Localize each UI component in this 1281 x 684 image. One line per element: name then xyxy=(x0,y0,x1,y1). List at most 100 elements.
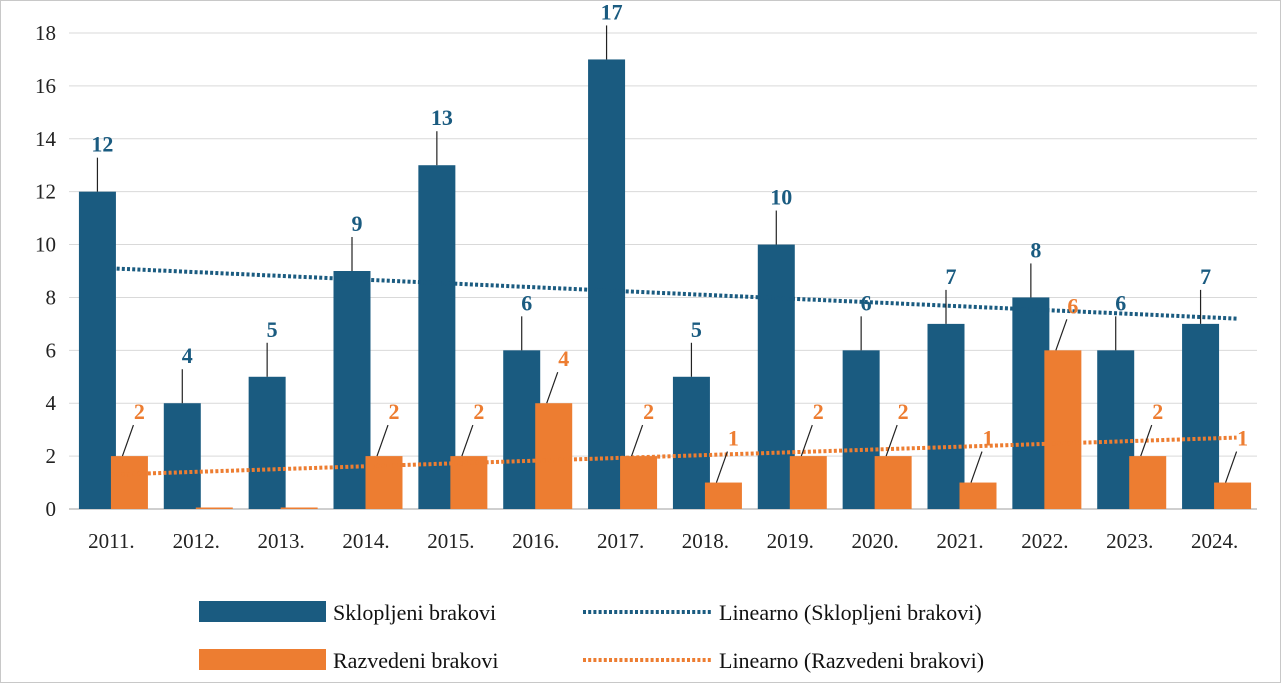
leader-line xyxy=(376,424,389,457)
bar-razvedeni xyxy=(874,456,912,509)
y-axis-ticks: 0 2 4 6 8 10 12 14 16 18 xyxy=(35,21,57,521)
bar-sklopljeni xyxy=(757,244,795,510)
legend-label: Linearno (Razvedeni brakovi) xyxy=(719,648,984,673)
x-axis-ticks: 2011. 2012. 2013. 2014. 2015. 2016. 2017. 2018.… xyxy=(88,529,1238,553)
legend-label: Linearno (Sklopljeni brakovi) xyxy=(719,600,982,625)
label-leaders xyxy=(96,25,1238,483)
data-label-razvedeni: 2 xyxy=(134,399,145,424)
legend-label: Razvedeni brakovi xyxy=(333,648,499,673)
leader-line xyxy=(1140,424,1153,457)
data-label-sklopljeni: 6 xyxy=(861,290,872,315)
trendline-sklopljeni xyxy=(111,266,1237,321)
bar-sklopljeni xyxy=(333,271,371,509)
data-label-sklopljeni: 6 xyxy=(521,290,532,315)
data-label-razvedeni: 2 xyxy=(898,399,909,424)
x-tick-label: 2022. xyxy=(1021,529,1068,553)
leader-line xyxy=(631,424,644,457)
bar-sklopljeni xyxy=(248,376,286,509)
bar-sklopljeni xyxy=(588,59,626,509)
x-tick-label: 2019. xyxy=(767,529,814,553)
data-label-razvedeni: 2 xyxy=(473,399,484,424)
legend-swatch-bar xyxy=(199,649,326,670)
data-label-razvedeni: 2 xyxy=(643,399,654,424)
data-label-razvedeni: 4 xyxy=(558,346,569,371)
x-tick-label: 2012. xyxy=(173,529,220,553)
x-tick-label: 2014. xyxy=(342,529,389,553)
data-label-razvedeni: 1 xyxy=(728,426,739,451)
bar-razvedeni xyxy=(789,456,827,509)
x-tick-label: 2017. xyxy=(597,529,644,553)
data-label-sklopljeni: 12 xyxy=(91,132,113,157)
x-tick-label: 2016. xyxy=(512,529,559,553)
x-tick-label: 2024. xyxy=(1191,529,1238,553)
trendlines xyxy=(111,266,1237,477)
leader-line xyxy=(1055,319,1068,351)
y-tick-label: 14 xyxy=(35,127,57,151)
bars xyxy=(78,59,1252,510)
data-label-sklopljeni: 13 xyxy=(431,105,453,130)
data-label-sklopljeni: 17 xyxy=(601,1,623,24)
x-tick-label: 2021. xyxy=(936,529,983,553)
data-label-razvedeni: 2 xyxy=(813,399,824,424)
y-tick-label: 16 xyxy=(35,74,56,98)
bar-sklopljeni xyxy=(672,376,710,509)
bar-sklopljeni xyxy=(1182,323,1220,509)
data-label-sklopljeni: 4 xyxy=(182,343,193,368)
leader-line xyxy=(546,372,559,404)
bar-razvedeni xyxy=(620,456,658,509)
bar-razvedeni xyxy=(1044,350,1082,509)
legend-swatch-bar xyxy=(199,601,326,622)
x-tick-label: 2011. xyxy=(88,529,134,553)
bar-razvedeni xyxy=(1214,482,1252,509)
leader-line xyxy=(1225,451,1238,483)
bar-razvedeni xyxy=(959,482,997,509)
y-tick-label: 10 xyxy=(35,233,56,257)
data-label-razvedeni: 2 xyxy=(389,399,400,424)
leader-line xyxy=(970,451,983,483)
data-label-razvedeni: 1 xyxy=(1237,426,1248,451)
legend-label: Sklopljeni brakovi xyxy=(333,600,496,625)
data-label-sklopljeni: 8 xyxy=(1030,237,1041,262)
x-tick-label: 2020. xyxy=(852,529,899,553)
leader-line xyxy=(800,424,813,457)
x-tick-label: 2023. xyxy=(1106,529,1153,553)
data-label-sklopljeni: 5 xyxy=(267,317,278,342)
y-tick-label: 12 xyxy=(35,180,56,204)
bar-sklopljeni xyxy=(163,403,201,509)
y-tick-label: 18 xyxy=(35,21,56,45)
data-labels: 12 2 4 5 9 2 13 2 6 4 17 2 5 1 10 2 6 2 7 1 8 6 6 2 7 1 xyxy=(91,1,1248,451)
leader-line xyxy=(121,424,134,457)
data-label-sklopljeni: 9 xyxy=(352,211,363,236)
bar-razvedeni xyxy=(110,456,148,509)
y-tick-label: 6 xyxy=(46,338,57,362)
data-label-sklopljeni: 5 xyxy=(691,317,702,342)
data-label-razvedeni: 6 xyxy=(1067,293,1078,318)
x-tick-label: 2013. xyxy=(258,529,305,553)
data-label-sklopljeni: 7 xyxy=(946,264,957,289)
x-tick-label: 2015. xyxy=(427,529,474,553)
bar-razvedeni xyxy=(280,507,318,509)
bar-sklopljeni xyxy=(842,350,880,509)
trendline-razvedeni xyxy=(111,435,1237,477)
bar-razvedeni xyxy=(704,482,742,509)
bar-sklopljeni xyxy=(1097,350,1135,509)
bar-razvedeni xyxy=(195,507,233,509)
bar-sklopljeni xyxy=(503,350,541,509)
y-tick-label: 0 xyxy=(46,497,57,521)
y-tick-label: 8 xyxy=(46,285,57,309)
data-label-sklopljeni: 6 xyxy=(1115,290,1126,315)
leader-line xyxy=(715,451,728,483)
data-label-razvedeni: 1 xyxy=(983,426,994,451)
bar-razvedeni xyxy=(1129,456,1167,509)
x-tick-label: 2018. xyxy=(682,529,729,553)
bar-sklopljeni xyxy=(418,165,456,509)
y-tick-label: 2 xyxy=(46,444,57,468)
data-label-sklopljeni: 10 xyxy=(770,185,792,210)
legend: Sklopljeni brakovi Linearno (Sklopljeni b… xyxy=(199,600,984,673)
data-label-razvedeni: 2 xyxy=(1152,399,1163,424)
bar-sklopljeni xyxy=(78,191,116,509)
bar-sklopljeni xyxy=(927,323,965,509)
leader-line xyxy=(461,424,474,457)
